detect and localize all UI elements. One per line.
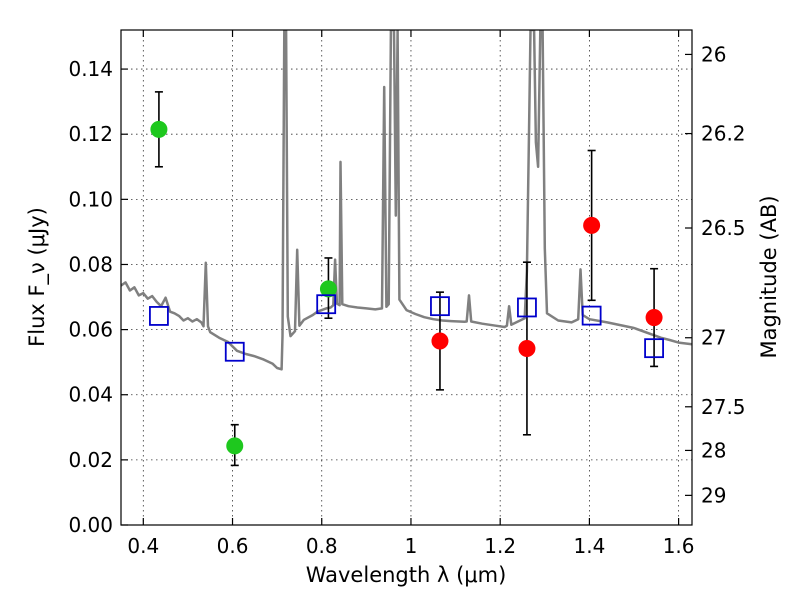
photometry-point bbox=[431, 332, 449, 350]
model-square bbox=[149, 306, 169, 326]
ticks bbox=[121, 30, 692, 526]
photometry-point bbox=[583, 216, 601, 234]
model-square bbox=[644, 338, 664, 359]
photometry-point bbox=[150, 120, 168, 138]
y-axis-label: Flux F_ν (μJy) bbox=[25, 207, 50, 347]
y2-tick-label: 27.5 bbox=[701, 395, 746, 419]
x-tick-label: 1.4 bbox=[573, 534, 605, 558]
y-tick-label: 0.00 bbox=[68, 513, 113, 537]
y-tick-label: 0.04 bbox=[68, 383, 113, 407]
plot-frame bbox=[120, 29, 693, 526]
data-markers bbox=[149, 120, 664, 455]
y-tick-label: 0.12 bbox=[68, 122, 113, 146]
x-axis-label: Wavelength λ (μm) bbox=[306, 563, 507, 587]
y2-axis-label: Magnitude (AB) bbox=[757, 195, 781, 358]
y2-tick-label: 26 bbox=[701, 42, 726, 66]
model-square bbox=[430, 296, 450, 317]
x-tick-label: 0.6 bbox=[217, 534, 249, 558]
sed-model-line bbox=[121, 30, 692, 371]
photometry-point bbox=[518, 339, 536, 357]
photometry-point bbox=[319, 280, 337, 298]
photometry-point bbox=[226, 437, 244, 455]
y-tick-label: 0.10 bbox=[68, 187, 113, 211]
y2-tick-label: 29 bbox=[701, 483, 726, 507]
x-tick-label: 1 bbox=[405, 534, 418, 558]
y-tick-label: 0.14 bbox=[68, 57, 113, 81]
y-tick-label: 0.08 bbox=[68, 252, 113, 276]
model-square bbox=[581, 305, 602, 326]
y-tick-label: 0.06 bbox=[68, 318, 113, 342]
model-square bbox=[517, 297, 537, 318]
model-square bbox=[316, 294, 337, 315]
y-tick-label: 0.02 bbox=[68, 448, 113, 472]
x-tick-label: 1.6 bbox=[663, 534, 695, 558]
y2-tick-label: 27 bbox=[701, 326, 726, 350]
x-tick-label: 0.8 bbox=[306, 534, 338, 558]
x-tick-label: 1.2 bbox=[484, 534, 516, 558]
model-square bbox=[224, 341, 245, 362]
y2-tick-label: 26.2 bbox=[701, 122, 746, 146]
tick-labels: 0.4 0.6 0.8 1 1.2 1.4 1.6 0.00 0.02 0.04 0.06 0.08 0… bbox=[68, 42, 745, 558]
y2-tick-label: 26.5 bbox=[701, 216, 746, 240]
y2-tick-label: 28 bbox=[701, 438, 726, 462]
x-tick-label: 0.4 bbox=[127, 534, 159, 558]
photometry-point bbox=[645, 309, 663, 327]
